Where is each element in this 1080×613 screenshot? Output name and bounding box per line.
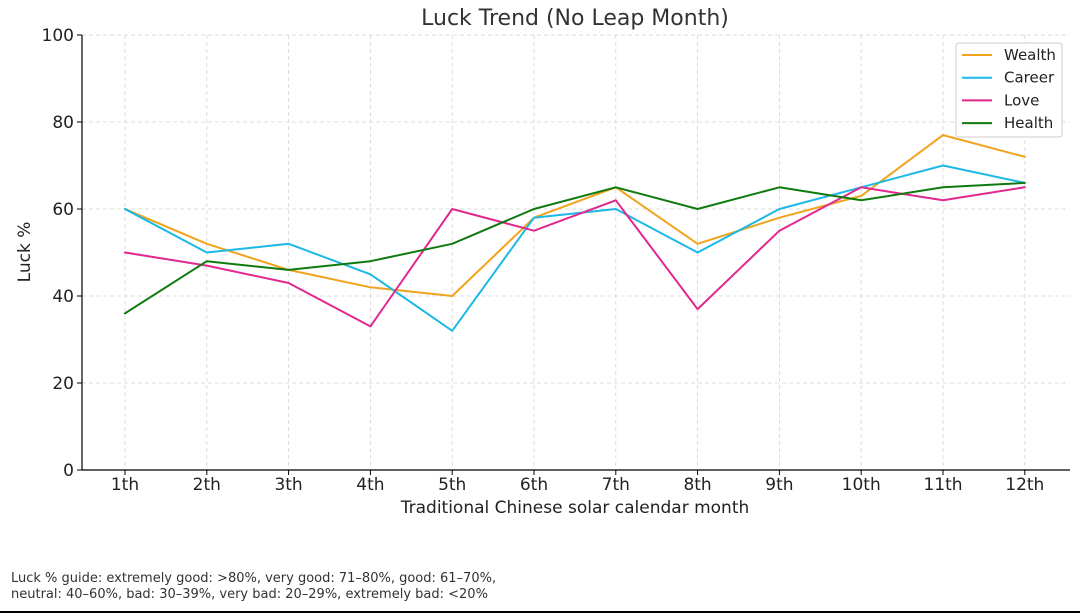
y-tick-label: 20 (52, 374, 74, 394)
legend-label-wealth: Wealth (1004, 46, 1056, 64)
x-tick-label: 1th (111, 475, 139, 495)
y-tick-label: 0 (63, 461, 74, 481)
grid-lines (82, 34, 1070, 471)
x-tick-label: 9th (765, 475, 793, 495)
footnote-line-2: neutral: 40–60%, bad: 30–39%, very bad: … (11, 587, 488, 602)
series-line-love (124, 186, 1026, 328)
series-line-health (124, 181, 1026, 315)
y-tick-label: 40 (52, 287, 74, 307)
legend-label-love: Love (1004, 91, 1039, 109)
tick-labels: 0 20 40 60 80 100 1th 2th 3th 4th 5th 6th 7th 8th 9th 1… (42, 26, 1045, 495)
y-tick-label: 100 (42, 26, 74, 46)
series-line-career (124, 164, 1026, 332)
x-tick-label: 4th (356, 475, 384, 495)
y-axis-label: Luck % (15, 222, 35, 283)
x-tick-label: 2th (193, 475, 221, 495)
luck-guide-footnote: Luck % guide: extremely good: >80%, very… (11, 571, 496, 603)
x-tick-label: 5th (438, 475, 466, 495)
legend: Wealth Career Love Health (955, 42, 1063, 138)
x-tick-label: 3th (274, 475, 302, 495)
chart-title: Luck Trend (No Leap Month) (421, 6, 729, 31)
x-tick-label: 6th (520, 475, 548, 495)
x-tick-label: 11th (923, 475, 962, 495)
bottom-divider (0, 611, 1080, 613)
x-tick-label: 7th (602, 475, 630, 495)
x-tick-label: 10th (842, 475, 881, 495)
series-line-wealth (124, 134, 1026, 297)
x-tick-label: 8th (683, 475, 711, 495)
axes (77, 34, 1070, 475)
x-axis-label: Traditional Chinese solar calendar month (400, 498, 750, 518)
y-tick-label: 60 (52, 200, 74, 220)
footnote-line-1: Luck % guide: extremely good: >80%, very… (11, 571, 497, 586)
x-tick-label: 12th (1005, 475, 1044, 495)
series-lines (124, 134, 1026, 332)
legend-label-health: Health (1004, 114, 1053, 132)
legend-label-career: Career (1004, 69, 1055, 87)
legend-box (955, 42, 1063, 138)
y-tick-label: 80 (52, 113, 74, 133)
